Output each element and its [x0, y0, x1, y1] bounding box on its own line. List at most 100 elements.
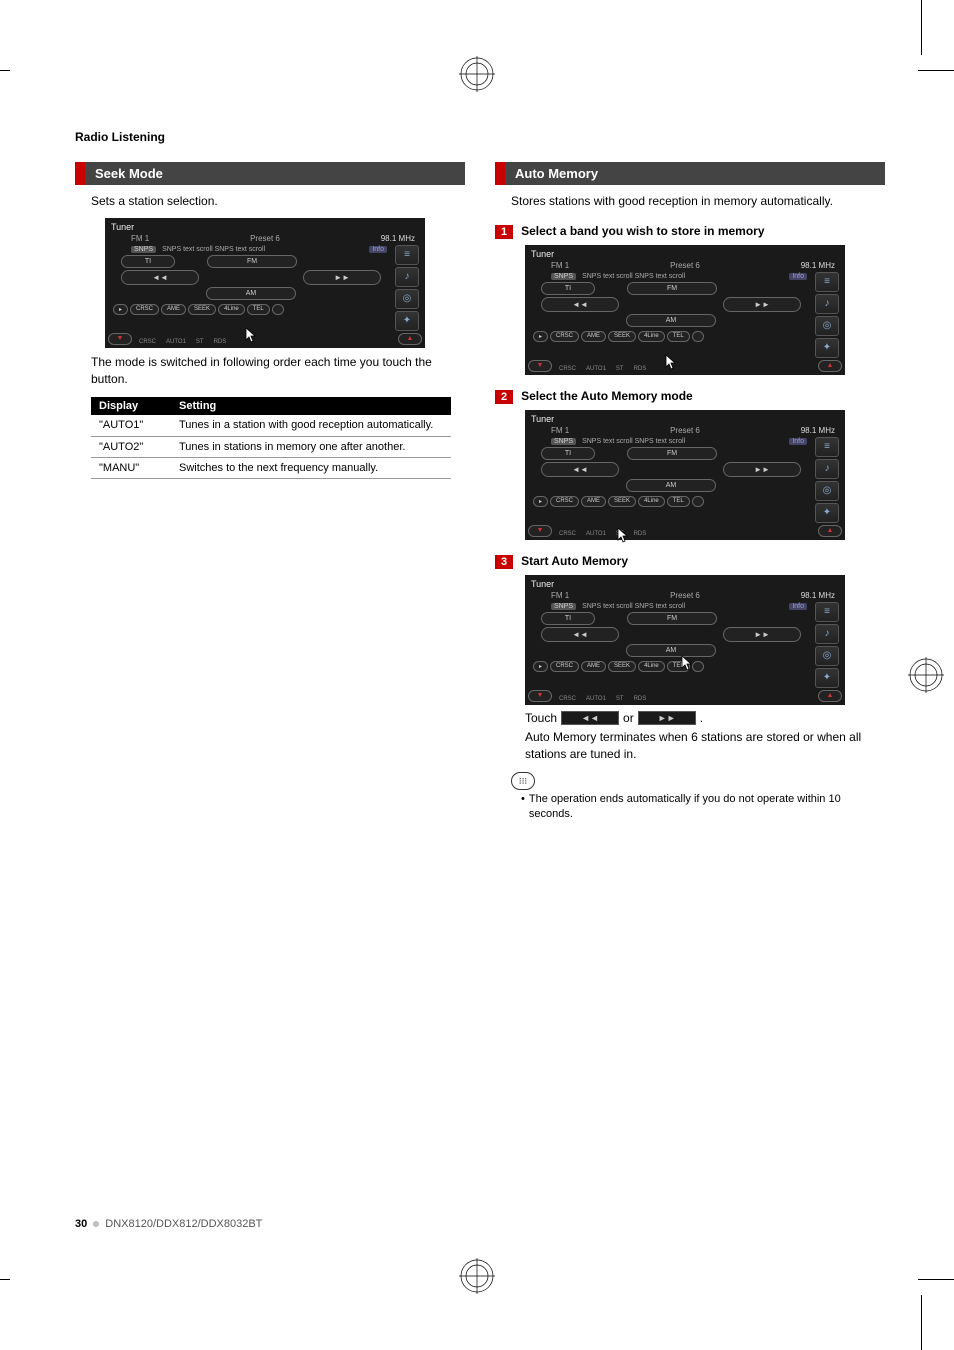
tuner-panel: Tuner FM 1 Preset 6 98.1 MHz SNPS SNPS t…	[105, 218, 425, 348]
fm-button[interactable]: FM	[627, 282, 717, 295]
side-button-4[interactable]: ✦	[815, 503, 839, 523]
fourline-button[interactable]: 4Line	[638, 661, 665, 672]
crop-mark	[921, 0, 922, 55]
seek-mode-heading: Seek Mode	[75, 162, 465, 185]
corner-down[interactable]: ▼	[528, 525, 552, 537]
expand-button[interactable]: ▸	[533, 331, 548, 342]
fm-button[interactable]: FM	[627, 447, 717, 460]
side-button-1[interactable]: ≡	[815, 272, 839, 292]
ti-button[interactable]: TI	[541, 612, 595, 625]
fm-button[interactable]: FM	[207, 255, 297, 268]
blank-button[interactable]	[692, 661, 704, 672]
inline-prev-button[interactable]: ◄◄	[561, 711, 619, 725]
corner-up[interactable]: ▲	[818, 525, 842, 537]
next-button[interactable]: ►►	[723, 462, 801, 477]
ame-button[interactable]: AME	[161, 304, 186, 315]
fourline-button[interactable]: 4Line	[638, 496, 665, 507]
table-row: "MANU" Switches to the next frequency ma…	[91, 457, 451, 478]
ti-button[interactable]: TI	[121, 255, 175, 268]
prev-button[interactable]: ◄◄	[541, 627, 619, 642]
tel-button[interactable]: TEL	[667, 496, 690, 507]
side-button-2[interactable]: ♪	[395, 267, 419, 287]
corner-down[interactable]: ▼	[108, 333, 132, 345]
settings-table: Display Setting "AUTO1" Tunes in a stati…	[91, 397, 451, 479]
ame-button[interactable]: AME	[581, 331, 606, 342]
corner-down[interactable]: ▼	[528, 360, 552, 372]
expand-button[interactable]: ▸	[533, 661, 548, 672]
fourline-button[interactable]: 4Line	[638, 331, 665, 342]
seek-button[interactable]: SEEK	[608, 496, 636, 507]
footer-models: DNX8120/DDX812/DDX8032BT	[105, 1218, 262, 1230]
side-button-3[interactable]: ◎	[395, 289, 419, 309]
crsc-button[interactable]: CRSC	[130, 304, 159, 315]
info-badge[interactable]: Info	[789, 273, 807, 280]
crsc-button[interactable]: CRSC	[550, 331, 579, 342]
side-button-2[interactable]: ♪	[815, 459, 839, 479]
fm-button[interactable]: FM	[627, 612, 717, 625]
am-button[interactable]: AM	[626, 479, 716, 492]
am-button[interactable]: AM	[206, 287, 296, 300]
side-button-4[interactable]: ✦	[815, 668, 839, 688]
step-num: 2	[495, 390, 513, 404]
expand-button[interactable]: ▸	[113, 304, 128, 315]
prev-button[interactable]: ◄◄	[541, 297, 619, 312]
status-crsc: CRSC	[559, 696, 576, 702]
side-button-4[interactable]: ✦	[815, 338, 839, 358]
crsc-button[interactable]: CRSC	[550, 496, 579, 507]
corner-down[interactable]: ▼	[528, 690, 552, 702]
info-badge[interactable]: Info	[789, 438, 807, 445]
preset-label: Preset 6	[250, 234, 280, 243]
next-button[interactable]: ►►	[723, 627, 801, 642]
tuner-panel: Tuner FM 1Preset 698.1 MHz SNPSSNPS text…	[525, 410, 845, 540]
side-button-3[interactable]: ◎	[815, 646, 839, 666]
status-st: ST	[196, 339, 204, 345]
corner-up[interactable]: ▲	[818, 360, 842, 372]
seek-button[interactable]: SEEK	[608, 331, 636, 342]
tuner-title: Tuner	[531, 579, 839, 589]
side-button-2[interactable]: ♪	[815, 294, 839, 314]
status-auto: AUTO1	[586, 366, 606, 372]
touch-or: or	[623, 711, 634, 725]
side-button-2[interactable]: ♪	[815, 624, 839, 644]
crsc-button[interactable]: CRSC	[550, 661, 579, 672]
side-button-4[interactable]: ✦	[395, 311, 419, 331]
cell: "MANU"	[91, 457, 171, 478]
ame-button[interactable]: AME	[581, 661, 606, 672]
blank-button[interactable]	[272, 304, 284, 315]
cell: Tunes in stations in memory one after an…	[171, 436, 451, 457]
corner-up[interactable]: ▲	[818, 690, 842, 702]
blank-button[interactable]	[692, 331, 704, 342]
side-button-3[interactable]: ◎	[815, 481, 839, 501]
ame-button[interactable]: AME	[581, 496, 606, 507]
prev-button[interactable]: ◄◄	[541, 462, 619, 477]
tel-button[interactable]: TEL	[667, 661, 690, 672]
side-button-1[interactable]: ≡	[815, 437, 839, 457]
expand-button[interactable]: ▸	[533, 496, 548, 507]
ti-button[interactable]: TI	[541, 282, 595, 295]
status-crsc: CRSC	[139, 339, 156, 345]
tuner-panel: Tuner FM 1Preset 698.1 MHz SNPSSNPS text…	[525, 245, 845, 375]
bullet-icon: •	[521, 792, 525, 821]
side-button-3[interactable]: ◎	[815, 316, 839, 336]
next-button[interactable]: ►►	[303, 270, 381, 285]
fourline-button[interactable]: 4Line	[218, 304, 245, 315]
info-badge[interactable]: Info	[789, 603, 807, 610]
corner-up[interactable]: ▲	[398, 333, 422, 345]
ti-button[interactable]: TI	[541, 447, 595, 460]
inline-next-button[interactable]: ►►	[638, 711, 696, 725]
am-button[interactable]: AM	[626, 644, 716, 657]
crop-mark	[0, 1279, 10, 1280]
seek-button[interactable]: SEEK	[188, 304, 216, 315]
prev-button[interactable]: ◄◄	[121, 270, 199, 285]
am-button[interactable]: AM	[626, 314, 716, 327]
info-badge[interactable]: Info	[369, 246, 387, 253]
side-button-1[interactable]: ≡	[395, 245, 419, 265]
tel-button[interactable]: TEL	[667, 331, 690, 342]
next-button[interactable]: ►►	[723, 297, 801, 312]
side-button-1[interactable]: ≡	[815, 602, 839, 622]
note-body: The operation ends automatically if you …	[529, 792, 885, 821]
seek-button[interactable]: SEEK	[608, 661, 636, 672]
cell: Switches to the next frequency manually.	[171, 457, 451, 478]
blank-button[interactable]	[692, 496, 704, 507]
tel-button[interactable]: TEL	[247, 304, 270, 315]
